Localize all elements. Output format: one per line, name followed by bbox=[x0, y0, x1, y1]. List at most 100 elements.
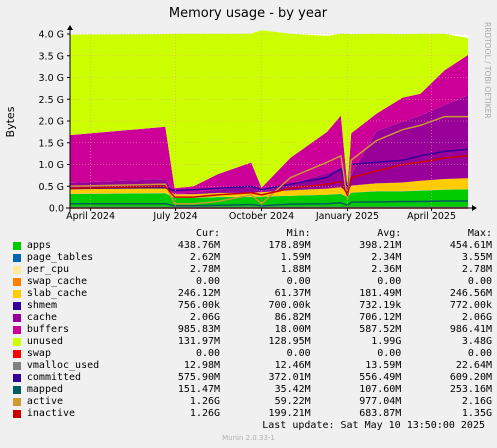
legend-swatch bbox=[13, 338, 21, 346]
y-tick-label: 3.5 G bbox=[39, 51, 65, 62]
legend-min-value: 59.22M bbox=[274, 396, 311, 407]
legend-label: buffers bbox=[26, 324, 70, 335]
y-tick-label: 0.5 G bbox=[39, 182, 65, 193]
legend-table: Cur: Min: Avg: Max: apps 438.76M 178.89M 39… bbox=[12, 228, 492, 420]
footer-version: Munin 2.0.33-1 bbox=[222, 434, 275, 442]
legend-swatch bbox=[13, 386, 21, 394]
y-tick-label: 1.5 G bbox=[39, 138, 65, 149]
legend-swatch bbox=[13, 410, 21, 418]
y-tick-label: 2.0 G bbox=[39, 117, 65, 128]
legend-swatch bbox=[13, 242, 21, 250]
legend-swatch bbox=[13, 374, 21, 382]
legend-cur-value: 12.98M bbox=[183, 360, 221, 371]
line-active bbox=[69, 115, 468, 205]
legend-swatch bbox=[13, 290, 21, 298]
header-max: Max: bbox=[467, 228, 492, 239]
legend-avg-value: 1.99G bbox=[371, 336, 402, 347]
legend-min-value: 86.82M bbox=[274, 312, 311, 323]
legend-min-value: 0.00 bbox=[286, 276, 311, 287]
area-buffers bbox=[70, 55, 468, 194]
legend-min-value: 128.95M bbox=[268, 336, 311, 347]
legend-max-value: 2.78M bbox=[461, 264, 492, 275]
y-tick-label: 1.0 G bbox=[39, 160, 65, 171]
header-cur: Cur: bbox=[195, 228, 221, 239]
x-tick-label: January 2025 bbox=[315, 211, 379, 222]
legend-label: committed bbox=[26, 372, 82, 383]
legend-cur-value: 0.00 bbox=[195, 348, 221, 359]
legend-row-swap: swap 0.00 0.00 0.00 0.00 bbox=[12, 348, 492, 360]
legend-cur-value: 756.00k bbox=[177, 300, 221, 311]
legend-row-vmalloc-used: vmalloc_used 12.98M 12.46M 13.59M 22.64M bbox=[12, 360, 492, 372]
legend-swatch bbox=[13, 278, 21, 286]
legend-avg-value: 0.00 bbox=[377, 348, 402, 359]
legend-row-buffers: buffers 985.83M 18.00M 587.52M 986.41M bbox=[12, 324, 492, 336]
legend-min-value: 178.89M bbox=[268, 240, 311, 251]
legend-avg-value: 977.04M bbox=[359, 396, 402, 407]
legend-max-value: 22.64M bbox=[455, 360, 492, 371]
legend-cur-value: 1.26G bbox=[189, 396, 221, 407]
legend-label: vmalloc_used bbox=[26, 360, 100, 371]
legend-row-unused: unused 131.97M 128.95M 1.99G 3.48G bbox=[12, 336, 492, 348]
legend-max-value: 2.16G bbox=[461, 396, 492, 407]
y-tick-label: 4.0 G bbox=[39, 30, 65, 41]
legend-row-mapped: mapped 151.47M 35.42M 107.60M 253.16M bbox=[12, 384, 492, 396]
area-unused bbox=[70, 30, 468, 189]
legend-row-swap-cache: swap_cache 0.00 0.00 0.00 0.00 bbox=[12, 276, 492, 288]
y-axis-ticks: 0.0 0.5 G 1.0 G 1.5 G 2.0 G 2.5 G 3.0 G 3.5 G 4.… bbox=[39, 30, 70, 215]
area-apps bbox=[70, 189, 468, 208]
legend-swatch bbox=[13, 314, 21, 322]
legend-avg-value: 13.59M bbox=[365, 360, 402, 371]
legend-avg-value: 2.34M bbox=[371, 252, 402, 263]
legend-cur-value: 2.06G bbox=[189, 312, 221, 323]
legend-cur-value: 575.90M bbox=[177, 372, 221, 383]
legend-avg-value: 587.52M bbox=[359, 324, 402, 335]
legend-cur-value: 151.47M bbox=[177, 384, 221, 395]
legend-max-value: 246.56M bbox=[449, 288, 492, 299]
legend-max-value: 772.00k bbox=[449, 300, 492, 311]
x-tick-label: October 2024 bbox=[229, 211, 294, 222]
legend-label: per_cpu bbox=[26, 264, 70, 275]
stacked-areas bbox=[70, 30, 468, 208]
x-tick-label: April 2025 bbox=[407, 211, 456, 222]
legend-swatch bbox=[13, 398, 21, 406]
legend-row-slab-cache: slab_cache 246.12M 61.37M 181.49M 246.56M bbox=[12, 288, 492, 300]
legend-min-value: 61.37M bbox=[274, 288, 311, 299]
line-mapped bbox=[70, 200, 468, 207]
header-min: Min: bbox=[286, 228, 311, 239]
rrdtool-watermark: RRDTOOL / TOBI OETIKER bbox=[483, 22, 492, 119]
legend-row-cache: cache 2.06G 86.82M 706.12M 2.06G bbox=[12, 312, 492, 324]
legend-min-value: 35.42M bbox=[274, 384, 311, 395]
x-axis-ticks: April 2024 July 2024 October 2024 January 2… bbox=[66, 208, 456, 222]
legend-label: cache bbox=[26, 312, 57, 323]
memory-chart: Memory usage - by year Bytes RRDTOOL / T… bbox=[4, 6, 492, 222]
legend-swatch bbox=[13, 350, 21, 358]
legend-min-value: 199.21M bbox=[268, 408, 311, 419]
legend-max-value: 253.16M bbox=[449, 384, 492, 395]
legend-min-value: 0.00 bbox=[286, 348, 311, 359]
legend-avg-value: 398.21M bbox=[359, 240, 402, 251]
legend-min-value: 18.00M bbox=[274, 324, 311, 335]
legend-max-value: 3.48G bbox=[461, 336, 492, 347]
x-tick-label: April 2024 bbox=[66, 211, 115, 222]
legend-swatch bbox=[13, 362, 21, 370]
legend-label: swap bbox=[26, 348, 51, 359]
legend-label: apps bbox=[26, 240, 51, 251]
legend-max-value: 0.00 bbox=[467, 276, 492, 287]
legend-label: unused bbox=[26, 336, 64, 347]
legend-avg-value: 683.87M bbox=[359, 408, 402, 419]
y-axis-arrow bbox=[67, 25, 73, 30]
x-axis-arrow bbox=[472, 205, 477, 211]
line-inactive bbox=[69, 155, 469, 198]
legend-min-value: 700.00k bbox=[268, 300, 311, 311]
legend-min-value: 12.46M bbox=[274, 360, 311, 371]
chart-title: Memory usage - by year bbox=[169, 6, 328, 21]
legend-row-active: active 1.26G 59.22M 977.04M 2.16G bbox=[12, 396, 492, 408]
legend-swatch bbox=[13, 302, 21, 310]
legend-avg-value: 2.36M bbox=[371, 264, 402, 275]
x-tick-label: July 2024 bbox=[152, 211, 197, 222]
header-avg: Avg: bbox=[377, 228, 402, 239]
legend-min-value: 1.88M bbox=[280, 264, 311, 275]
legend-label: mapped bbox=[26, 384, 64, 395]
legend-cur-value: 438.76M bbox=[177, 240, 221, 251]
